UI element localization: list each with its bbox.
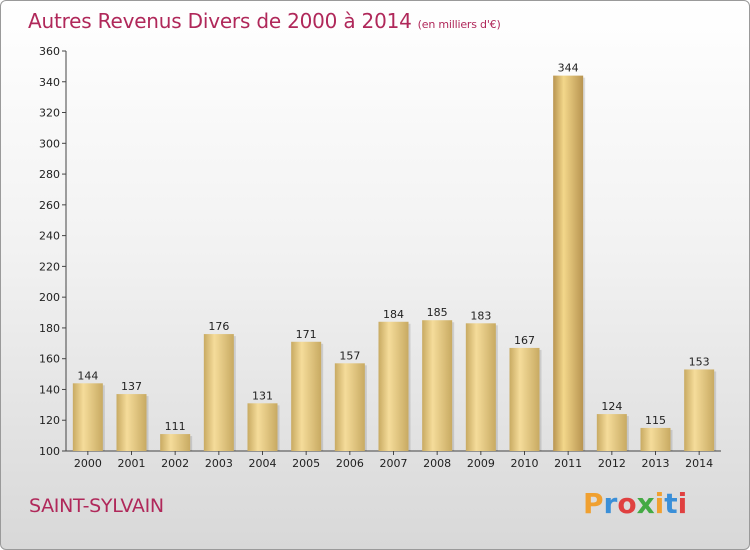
- y-tick-label: 220: [39, 260, 60, 273]
- chart-unit: (en milliers d'€): [417, 18, 501, 31]
- x-tick-label: 2014: [685, 457, 713, 470]
- value-label: 124: [601, 400, 622, 413]
- bar: [203, 334, 234, 451]
- y-tick-label: 320: [39, 107, 60, 120]
- x-tick-label: 2006: [336, 457, 364, 470]
- y-tick-label: 260: [39, 199, 60, 212]
- bar: [160, 434, 191, 451]
- bar: [596, 414, 627, 451]
- y-tick-label: 280: [39, 168, 60, 181]
- x-tick-label: 2012: [598, 457, 626, 470]
- y-tick-label: 140: [39, 383, 60, 396]
- bar: [465, 323, 496, 451]
- x-tick-label: 2000: [74, 457, 102, 470]
- value-label: 115: [645, 414, 666, 427]
- value-label: 157: [339, 349, 360, 362]
- x-tick-label: 2010: [511, 457, 539, 470]
- y-tick-label: 160: [39, 353, 60, 366]
- value-label: 176: [208, 320, 229, 333]
- bar: [422, 320, 453, 451]
- value-label: 131: [252, 389, 273, 402]
- x-tick-label: 2001: [118, 457, 146, 470]
- x-tick-label: 2008: [423, 457, 451, 470]
- y-tick-label: 240: [39, 230, 60, 243]
- value-label: 184: [383, 308, 404, 321]
- bar: [116, 394, 147, 451]
- logo-letter: i: [654, 487, 665, 520]
- bar: [640, 427, 671, 451]
- y-tick-label: 340: [39, 76, 60, 89]
- x-tick-label: 2009: [467, 457, 495, 470]
- chart-title: Autres Revenus Divers de 2000 à 2014 (en …: [28, 9, 501, 33]
- logo-letter: i: [677, 487, 688, 520]
- y-tick-label: 200: [39, 291, 60, 304]
- bar: [684, 369, 715, 451]
- place-name: SAINT-SYLVAIN: [29, 495, 164, 517]
- bar: [334, 363, 365, 451]
- logo-letter: x: [636, 487, 655, 520]
- value-label: 153: [689, 355, 710, 368]
- bar: [247, 403, 278, 451]
- y-tick-label: 300: [39, 137, 60, 150]
- y-tick-label: 100: [39, 445, 60, 458]
- x-tick-label: 2005: [292, 457, 320, 470]
- logo-letter: o: [617, 487, 637, 520]
- y-tick-label: 120: [39, 414, 60, 427]
- x-tick-label: 2003: [205, 457, 233, 470]
- x-tick-label: 2002: [161, 457, 189, 470]
- value-label: 185: [427, 306, 448, 319]
- logo-letter: t: [664, 487, 678, 520]
- bar: [72, 383, 103, 451]
- value-label: 167: [514, 334, 535, 347]
- x-tick-label: 2004: [249, 457, 277, 470]
- y-tick-label: 180: [39, 322, 60, 335]
- logo-letter: r: [603, 487, 618, 520]
- bar: [509, 347, 540, 451]
- logo-letter: P: [583, 487, 604, 520]
- bar: [553, 75, 584, 451]
- value-label: 171: [296, 328, 317, 341]
- value-label: 144: [77, 369, 98, 382]
- value-label: 183: [470, 309, 491, 322]
- value-label: 137: [121, 380, 142, 393]
- bar: [378, 321, 409, 451]
- value-label: 111: [165, 420, 186, 433]
- x-tick-label: 2011: [554, 457, 582, 470]
- x-tick-label: 2013: [642, 457, 670, 470]
- x-tick-label: 2007: [380, 457, 408, 470]
- value-label: 344: [558, 62, 579, 75]
- proxiti-logo: Proxiti: [583, 487, 687, 520]
- y-tick-label: 360: [39, 45, 60, 58]
- chart-title-text: Autres Revenus Divers de 2000 à 2014: [28, 9, 412, 33]
- bar: [291, 341, 322, 451]
